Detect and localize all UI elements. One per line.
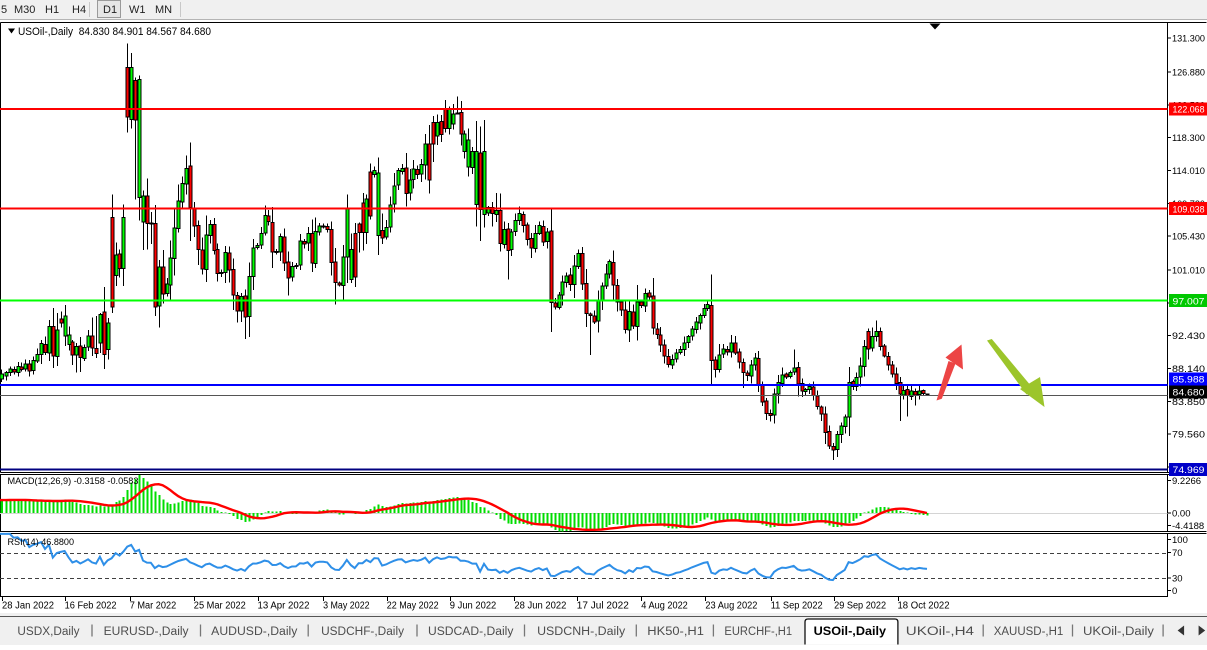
svg-text:9.2266: 9.2266: [1172, 476, 1201, 487]
svg-text:18 Oct 2022: 18 Oct 2022: [898, 601, 950, 612]
svg-text:UKOil-,Daily: UKOil-,Daily: [1083, 626, 1154, 638]
svg-text:100: 100: [1172, 535, 1188, 546]
svg-text:29 Sep 2022: 29 Sep 2022: [834, 601, 886, 612]
svg-text:126.880: 126.880: [1172, 68, 1205, 79]
svg-text:RSI(14) 46.8800: RSI(14) 46.8800: [8, 537, 75, 548]
svg-text:23 Aug 2022: 23 Aug 2022: [705, 601, 757, 612]
svg-text:25 Mar 2022: 25 Mar 2022: [194, 601, 246, 612]
svg-text:EURCHF-,H1: EURCHF-,H1: [724, 626, 792, 638]
svg-text:22 May 2022: 22 May 2022: [387, 601, 439, 612]
svg-text:88.140: 88.140: [1172, 364, 1205, 375]
svg-text:101.010: 101.010: [1172, 266, 1205, 277]
svg-text:114.010: 114.010: [1172, 166, 1205, 177]
svg-text:UKOil-,H4: UKOil-,H4: [906, 626, 975, 638]
svg-text:118.300: 118.300: [1172, 133, 1205, 144]
svg-text:3 May 2022: 3 May 2022: [323, 601, 370, 612]
svg-text:5: 5: [1, 4, 7, 16]
svg-text:0.00: 0.00: [1172, 509, 1191, 520]
svg-text:USOil-,Daily: USOil-,Daily: [814, 626, 887, 638]
svg-text:28 Jun 2022: 28 Jun 2022: [514, 601, 566, 612]
svg-text:13 Apr 2022: 13 Apr 2022: [258, 601, 310, 612]
svg-text:HK50-,H1: HK50-,H1: [647, 626, 704, 638]
svg-text:M30: M30: [14, 4, 35, 16]
svg-text:USDCNH-,Daily: USDCNH-,Daily: [537, 626, 625, 638]
svg-text:17 Jul 2022: 17 Jul 2022: [577, 601, 629, 612]
svg-text:MACD(12,26,9) -0.3158 -0.0583: MACD(12,26,9) -0.3158 -0.0583: [8, 476, 139, 487]
svg-text:9 Jun 2022: 9 Jun 2022: [450, 601, 497, 612]
svg-text:83.850: 83.850: [1172, 397, 1205, 408]
svg-text:85.988: 85.988: [1173, 375, 1205, 386]
svg-text:97.007: 97.007: [1173, 296, 1205, 307]
svg-text:XAUUSD-,H1: XAUUSD-,H1: [994, 626, 1064, 638]
svg-text:D1: D1: [103, 4, 117, 16]
svg-text:70: 70: [1172, 548, 1183, 559]
svg-text:92.430: 92.430: [1172, 331, 1205, 342]
svg-text:122.068: 122.068: [1173, 105, 1205, 116]
svg-text:79.560: 79.560: [1172, 430, 1205, 441]
svg-text:109.038: 109.038: [1173, 204, 1205, 215]
svg-text:H1: H1: [45, 4, 59, 16]
svg-text:28 Jan 2022: 28 Jan 2022: [2, 601, 54, 612]
svg-text:4 Aug 2022: 4 Aug 2022: [641, 601, 688, 612]
svg-text:7 Mar 2022: 7 Mar 2022: [130, 601, 177, 612]
svg-text:131.300: 131.300: [1172, 34, 1205, 45]
svg-text:USDCHF-,Daily: USDCHF-,Daily: [321, 626, 404, 638]
svg-text:W1: W1: [129, 4, 146, 16]
svg-text:-4.4188: -4.4188: [1172, 521, 1204, 532]
svg-text:30: 30: [1172, 573, 1183, 584]
svg-text:105.430: 105.430: [1172, 232, 1205, 243]
svg-text:USDCAD-,Daily: USDCAD-,Daily: [428, 626, 514, 638]
svg-text:USOil-,Daily 84.830 84.901 84: USOil-,Daily 84.830 84.901 84.567 84.680: [18, 26, 211, 38]
svg-text:H4: H4: [72, 4, 86, 16]
svg-text:EURUSD-,Daily: EURUSD-,Daily: [104, 626, 189, 638]
svg-text:0: 0: [1172, 586, 1177, 597]
svg-text:11 Sep 2022: 11 Sep 2022: [771, 601, 823, 612]
svg-text:84.680: 84.680: [1173, 388, 1205, 399]
svg-text:USDX,Daily: USDX,Daily: [17, 626, 79, 638]
svg-text:16 Feb 2022: 16 Feb 2022: [65, 601, 117, 612]
svg-text:MN: MN: [155, 4, 172, 16]
svg-text:74.969: 74.969: [1173, 465, 1205, 476]
svg-text:AUDUSD-,Daily: AUDUSD-,Daily: [211, 626, 297, 638]
